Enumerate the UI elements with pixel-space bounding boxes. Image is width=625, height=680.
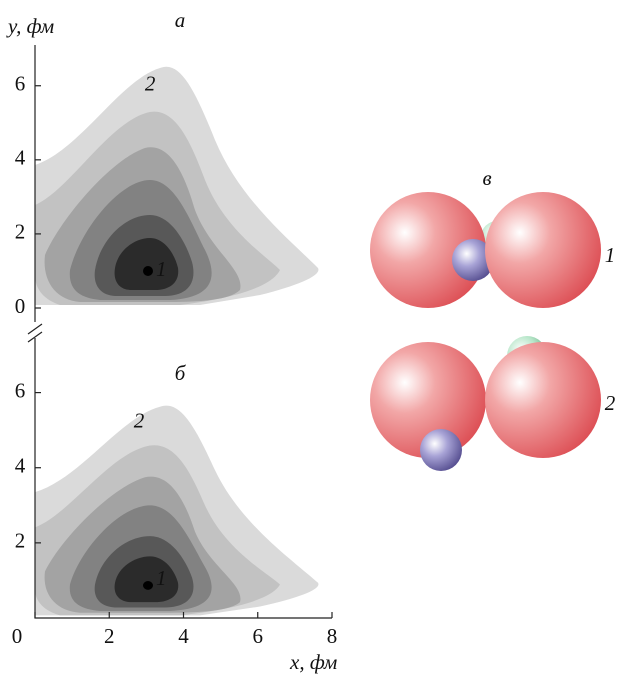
y-tick-label: 6	[15, 72, 26, 96]
y-tick-label: 4	[15, 454, 26, 478]
y-axis-label: y, фм	[6, 14, 54, 38]
y-tick-label: 0	[15, 294, 26, 318]
config-label: 1	[605, 243, 616, 267]
config-label: 2	[605, 391, 616, 415]
figure: в 1 2 а y, фм 0 2 4 6 1 2 б x, фм 2 4 6 0 2 4 6 8 1 2	[0, 0, 625, 680]
annotation: 1	[156, 566, 167, 590]
panel-label: а	[175, 8, 186, 32]
annotation: 2	[134, 408, 145, 432]
spheres-1	[370, 192, 601, 308]
y-tick-label: 4	[15, 146, 26, 170]
x-tick-label: 6	[253, 624, 264, 648]
annotation: 1	[156, 257, 167, 281]
contour-a	[35, 67, 318, 305]
x-axis-label: x, фм	[289, 650, 337, 674]
spheres-2	[370, 336, 601, 471]
panel-label: б	[175, 361, 187, 385]
contour-b	[35, 406, 318, 616]
x-tick-label: 4	[178, 624, 189, 648]
annotation: 2	[145, 72, 156, 96]
diagram-label: в	[482, 166, 491, 190]
x-tick-label: 2	[104, 624, 115, 648]
x-tick-label: 0	[12, 624, 23, 648]
y-tick-label: 2	[15, 220, 26, 244]
y-tick-label: 6	[15, 378, 26, 402]
x-tick-label: 8	[327, 624, 338, 648]
y-tick-label: 2	[15, 529, 26, 553]
